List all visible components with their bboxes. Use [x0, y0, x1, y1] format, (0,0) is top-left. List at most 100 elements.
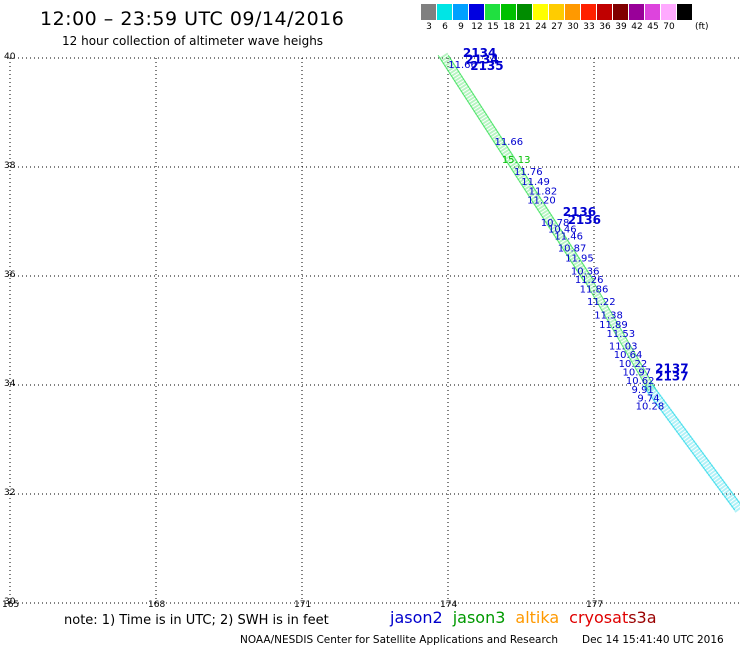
pass-label-5: 2137	[655, 361, 688, 375]
pass-label-0: 2134	[463, 46, 496, 60]
legend-label-0: 3	[426, 22, 432, 32]
swh-reading-25: 9.74	[637, 393, 659, 404]
satellite-legend: jason2 jason3 altika cryosats3a	[390, 608, 667, 627]
y-tick-label-2: 36	[4, 270, 16, 280]
swh-reading-1: 11.66	[495, 137, 524, 148]
swh-reading-15: 11.22	[587, 297, 616, 308]
legend-label-11: 36	[599, 22, 611, 32]
swh-reading-9: 11.46	[554, 231, 583, 242]
swh-reading-23: 10.62	[626, 376, 655, 387]
legend-swatch-14	[645, 4, 661, 20]
legend-label-4: 15	[487, 22, 499, 32]
x-tick-label-0: 165	[2, 600, 20, 610]
swh-reading-7: 10.78	[541, 218, 570, 229]
x-tick-label-4: 177	[586, 600, 604, 610]
swh-reading-20: 10.64	[614, 350, 643, 361]
satellite-s3a: s3a	[628, 608, 657, 627]
swh-reading-19: 11.03	[609, 342, 638, 353]
y-tick-label-5: 30	[4, 597, 16, 607]
y-tick-label-3: 34	[4, 379, 16, 389]
legend-swatch-0	[421, 4, 437, 20]
legend-swatches	[421, 4, 709, 20]
map-subtitle: 12 hour collection of altimeter wave hei…	[62, 34, 324, 48]
legend-swatch-3	[469, 4, 485, 20]
legend-swatch-1	[437, 4, 453, 20]
legend-swatch-10	[581, 4, 597, 20]
legend-unit: (ft)	[695, 22, 709, 32]
y-tick-label-0: 40	[4, 52, 16, 62]
swh-reading-21: 10.22	[619, 359, 648, 370]
legend-label-2: 9	[458, 22, 464, 32]
swh-reading-18: 11.53	[606, 329, 635, 340]
pass-label-1: 2134	[465, 52, 498, 66]
swh-reading-11: 11.95	[565, 253, 594, 264]
swh-reading-17: 11.89	[599, 320, 628, 331]
legend-label-5: 18	[503, 22, 515, 32]
x-tick-label-2: 171	[294, 600, 312, 610]
legend-label-12: 39	[615, 22, 627, 32]
swath-segment-2	[643, 382, 740, 514]
lat-lon-grid	[9, 57, 740, 604]
credit-timestamp: Dec 14 15:41:40 UTC 2016	[582, 634, 724, 646]
swh-reading-4: 11.49	[521, 177, 550, 188]
x-tick-label-3: 174	[440, 600, 458, 610]
swath-edge-0-1	[447, 55, 595, 282]
x-tick-label-1: 168	[148, 600, 166, 610]
pass-label-4: 2136	[568, 213, 601, 227]
swh-reading-26: 10.28	[636, 402, 665, 413]
swh-reading-8: 10.46	[548, 224, 577, 235]
legend-label-1: 6	[442, 22, 448, 32]
legend-swatch-15	[661, 4, 677, 20]
pass-label-2: 2135	[470, 59, 503, 73]
y-tick-label-4: 32	[4, 488, 16, 498]
legend-swatch-8	[549, 4, 565, 20]
swh-reading-0: 11.66	[448, 60, 477, 71]
legend-swatch-16	[677, 4, 693, 20]
swath-edge-2-0	[642, 384, 736, 511]
legend-swatch-6	[517, 4, 533, 20]
swath-edge-2-1	[652, 384, 740, 505]
swh-reading-2: 15.13	[502, 155, 531, 166]
swh-reading-14: 11.86	[580, 284, 609, 295]
altimeter-swath	[437, 52, 740, 514]
legend-label-8: 27	[551, 22, 563, 32]
swath-edge-1-0	[584, 281, 649, 391]
units-note: note: 1) Time is in UTC; 2) SWH is in fe…	[64, 613, 329, 628]
swath-edge-0-0	[437, 55, 585, 282]
legend-swatch-2	[453, 4, 469, 20]
swh-reading-16: 11.38	[594, 311, 623, 322]
swh-reading-24: 9.91	[632, 385, 654, 396]
legend-swatch-9	[565, 4, 581, 20]
swh-reading-6: 11.20	[527, 196, 556, 207]
legend-labels: 3 6 9 12 15 18 21 24 27 30 33 36 39 42 45 70 (ft)	[421, 22, 709, 32]
swh-reading-12: 10.36	[571, 266, 600, 277]
swh-reading-22: 10.97	[623, 368, 652, 379]
legend-label-15: 70	[663, 22, 675, 32]
legend-swatch-4	[485, 4, 501, 20]
legend-swatch-12	[613, 4, 629, 20]
swh-reading-13: 11.26	[575, 275, 604, 286]
legend-label-6: 21	[519, 22, 531, 32]
color-legend: 3 6 9 12 15 18 21 24 27 30 33 36 39 42 45 70 (ft)	[421, 4, 709, 32]
satellite-jason3: jason3	[452, 608, 506, 627]
legend-label-10: 33	[583, 22, 595, 32]
legend-label-3: 12	[471, 22, 483, 32]
legend-label-14: 45	[647, 22, 659, 32]
satellite-altika: altika	[515, 608, 560, 627]
swath-segment-1	[585, 279, 656, 393]
swh-reading-5: 11.82	[529, 186, 558, 197]
satellite-jason2: jason2	[390, 608, 443, 627]
credit-text: NOAA/NESDIS Center for Satellite Applica…	[240, 634, 558, 646]
pass-label-6: 2137	[655, 370, 688, 384]
legend-swatch-7	[533, 4, 549, 20]
legend-label-13: 42	[631, 22, 643, 32]
swh-reading-10: 10.87	[558, 243, 587, 254]
legend-swatch-13	[629, 4, 645, 20]
swath-edge-1-1	[592, 281, 657, 391]
legend-swatch-5	[501, 4, 517, 20]
satellite-cryosat: cryosat	[569, 608, 629, 627]
legend-label-9: 30	[567, 22, 579, 32]
